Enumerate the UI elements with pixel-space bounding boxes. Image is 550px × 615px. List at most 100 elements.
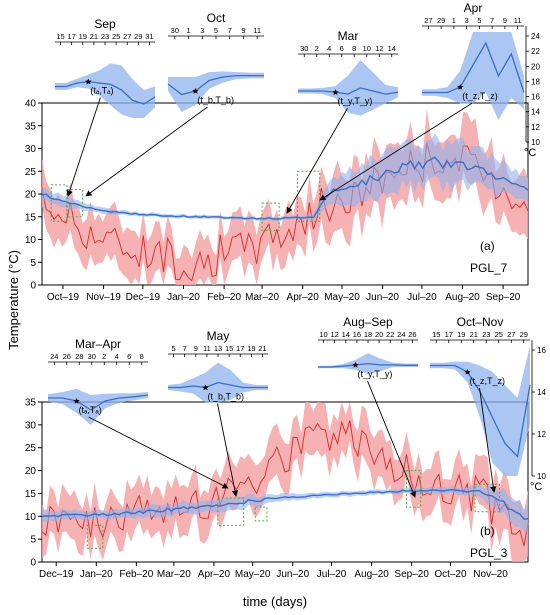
x-tick-label: Sep–20 xyxy=(394,569,429,580)
inset-tick-label: 25 xyxy=(495,330,503,339)
air-uncertainty-band xyxy=(42,109,528,285)
inset-tick-label: 9 xyxy=(241,26,245,35)
inset-tick-label: 18 xyxy=(364,330,372,339)
inset-tick-label: 1 xyxy=(186,26,190,35)
inset-arrow xyxy=(217,403,239,497)
inset-8: Oct–Nov 15 17 19 21 23 25 27 29 10 12 14 16 °C (t_z,T_… xyxy=(430,315,546,493)
inset-title: Mar–Apr xyxy=(75,337,121,351)
highlight-box xyxy=(254,506,268,522)
inset-tick-label: 23 xyxy=(482,330,490,339)
panel-a: 0 5 10 15 20 25 30 35 40 Oct–19 Nov–19 Dec–19 Jan–20… xyxy=(25,99,529,303)
inset-arrow xyxy=(88,416,229,489)
x-tick-label: Sep–20 xyxy=(486,292,521,303)
inset-tick-label: 21 xyxy=(470,330,478,339)
inset-tick-label: 17 xyxy=(67,32,75,41)
station-label: PGL_7 xyxy=(470,261,508,275)
x-tick-label: Jan–20 xyxy=(167,292,200,303)
station-label: PGL_3 xyxy=(470,546,508,560)
inset-point-label: (tₐ,Tₐ) xyxy=(90,86,113,96)
inset-tick-label: 3 xyxy=(465,16,469,25)
inset-unit-label: °C xyxy=(530,481,542,493)
inset-tick-label: 13 xyxy=(214,344,222,353)
inset-tick-label: 26 xyxy=(408,330,416,339)
inset-tick-label: 2 xyxy=(315,44,319,53)
inset-tick-label: 8 xyxy=(140,352,144,361)
x-tick-label: Jun–20 xyxy=(366,292,399,303)
inset-line xyxy=(48,394,149,411)
inset-band xyxy=(55,63,155,118)
inset-arrow xyxy=(66,97,101,197)
inset-tick-label: 7 xyxy=(228,26,232,35)
inset-ytick-label: 14 xyxy=(531,108,540,117)
x-tick-label: Oct–20 xyxy=(434,569,467,580)
y-tick-label: 10 xyxy=(25,235,37,246)
sensor-series-line xyxy=(41,156,529,220)
inset-point-label: (tₐ,Tₐ) xyxy=(79,405,102,415)
y-tick-label: 20 xyxy=(25,466,37,477)
inset-title: Apr xyxy=(464,1,483,15)
air-uncertainty-band xyxy=(42,402,528,562)
inset-tick-label: 11 xyxy=(253,26,261,35)
inset-point-label: (t_b,T_b) xyxy=(197,95,234,105)
inset-ytick-label: 14 xyxy=(537,388,546,397)
sensor-series-line xyxy=(41,488,529,520)
inset-1: Sep 15 17 19 21 23 25 27 29 31 (tₐ,Tₐ) xyxy=(55,17,156,197)
inset-tick-label: 27 xyxy=(123,32,131,41)
inset-3: Mar 30 2 4 6 8 10 12 14 (t_y,T_y) xyxy=(286,29,399,214)
inset-band xyxy=(168,71,264,112)
highlight-box xyxy=(66,188,84,218)
inset-tick-label: 19 xyxy=(79,32,87,41)
y-tick-label: 15 xyxy=(25,489,37,500)
inset-tick-label: 29 xyxy=(520,330,528,339)
inset-tick-label: 2 xyxy=(102,352,106,361)
inset-tick-label: 25 xyxy=(112,32,120,41)
highlight-box xyxy=(406,470,422,508)
inset-band xyxy=(298,60,398,116)
x-tick-label: Dec–19 xyxy=(39,569,74,580)
x-tick-label: Feb–20 xyxy=(207,292,241,303)
inset-title: Aug–Sep xyxy=(343,315,393,329)
plot-frame xyxy=(41,401,529,563)
y-tick-label: 0 xyxy=(30,281,36,292)
highlight-box xyxy=(474,483,501,513)
x-tick-label: Nov–19 xyxy=(86,292,121,303)
inset-tick-label: 27 xyxy=(507,330,515,339)
inset-2: Oct 30 1 3 5 7 9 11 (t_b,T_b) xyxy=(85,11,264,197)
sensor-uncertainty-band xyxy=(42,484,528,533)
inset-tick-label: 7 xyxy=(490,16,494,25)
y-tick-label: 25 xyxy=(25,167,37,178)
inset-ytick-label: 10 xyxy=(531,138,540,147)
y-tick-label: 35 xyxy=(25,121,37,132)
inset-7: Aug–Sep 10 12 14 16 18 20 22 24 26 (t_y,T_y) xyxy=(318,315,418,498)
inset-tick-label: 20 xyxy=(375,330,383,339)
air-series-line xyxy=(41,420,529,547)
inset-tick-label: 6 xyxy=(127,352,131,361)
inset-ytick-label: 12 xyxy=(531,123,540,132)
y-tick-label: 0 xyxy=(30,558,36,569)
inset-line xyxy=(318,362,418,368)
inset-point-label: (t_y,T_y) xyxy=(338,96,373,106)
inset-band xyxy=(422,32,524,120)
x-tick-label: Mar–20 xyxy=(245,292,279,303)
inset-star-marker xyxy=(332,89,339,96)
inset-6: May 5 7 9 11 13 15 17 19 21 (t_b,T_b) xyxy=(168,329,268,497)
x-tick-label: Dec–19 xyxy=(126,292,161,303)
inset-tick-label: 21 xyxy=(90,32,98,41)
inset-tick-label: 1 xyxy=(452,16,456,25)
inset-tick-label: 30 xyxy=(300,44,308,53)
inset-tick-label: 5 xyxy=(214,26,218,35)
inset-tick-label: 12 xyxy=(330,330,338,339)
inset-line xyxy=(55,80,156,105)
y-tick-label: 10 xyxy=(25,512,37,523)
inset-tick-label: 24 xyxy=(50,352,58,361)
inset-4: Apr 27 29 1 3 5 7 9 11 10 12 14 16 18 20 22 24 °C (t_z,T_z… xyxy=(319,1,540,201)
inset-tick-label: 22 xyxy=(386,330,394,339)
inset-tick-label: 4 xyxy=(327,44,331,53)
inset-title: Oct–Nov xyxy=(457,315,504,329)
inset-ytick-label: 22 xyxy=(531,47,540,56)
panel-b: 0 5 10 15 20 25 30 35 Dec–19 Jan–20 Feb–20 Mar–20 Ap… xyxy=(25,398,529,580)
sensor-uncertainty-band xyxy=(42,133,528,222)
